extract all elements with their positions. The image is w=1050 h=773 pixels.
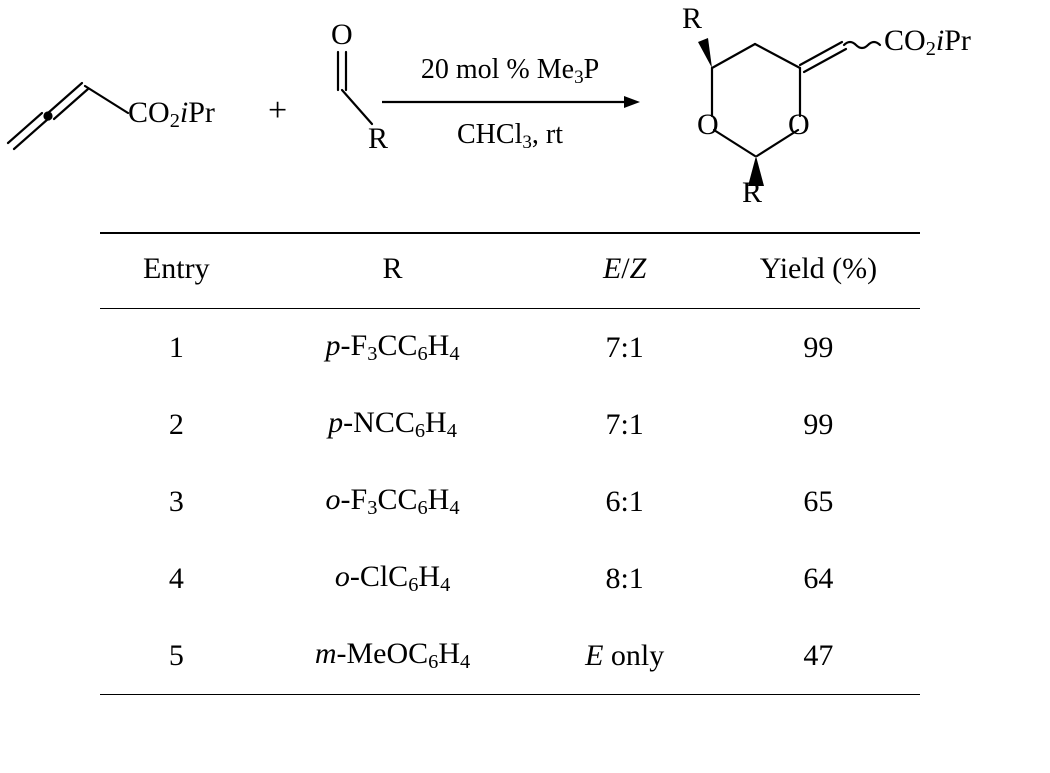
cell-entry: 2 <box>100 386 253 463</box>
cell-yield: 99 <box>717 386 920 463</box>
table-row: 3o-F3CC6H46:165 <box>100 463 920 540</box>
cell-entry: 1 <box>100 309 253 387</box>
table-header-row: Entry R E/Z Yield (%) <box>100 233 920 309</box>
cell-yield: 47 <box>717 617 920 695</box>
cell-r: o-ClC6H4 <box>253 540 533 617</box>
product-r-top: R <box>682 2 702 36</box>
cell-ez: 7:1 <box>532 309 716 387</box>
col-header-entry: Entry <box>100 233 253 309</box>
cell-yield: 65 <box>717 463 920 540</box>
col-header-yield: Yield (%) <box>717 233 920 309</box>
table-row: 2p-NCC6H47:199 <box>100 386 920 463</box>
reaction-arrow-block: 20 mol % Me3P CHCl3, rt <box>380 55 640 153</box>
table-row: 4o-ClC6H48:164 <box>100 540 920 617</box>
col-header-r: R <box>253 233 533 309</box>
cell-r: m-MeOC6H4 <box>253 617 533 695</box>
table-row: 1p-F3CC6H47:199 <box>100 309 920 387</box>
reactant1-label: CO2iPr <box>128 96 215 133</box>
plus-sign: + <box>268 92 287 130</box>
cell-ez: 8:1 <box>532 540 716 617</box>
product-o-right: O <box>788 108 810 142</box>
cell-entry: 4 <box>100 540 253 617</box>
cell-yield: 64 <box>717 540 920 617</box>
conditions-top: 20 mol % Me3P <box>380 55 640 89</box>
cell-r: p-NCC6H4 <box>253 386 533 463</box>
cell-yield: 99 <box>717 309 920 387</box>
table-row: 5m-MeOC6H4E only47 <box>100 617 920 695</box>
cell-ez: 7:1 <box>532 386 716 463</box>
product-r-bottom: R <box>742 176 762 210</box>
product-label: CO2iPr <box>884 24 971 61</box>
results-table: Entry R E/Z Yield (%) 1p-F3CC6H47:1992p-… <box>100 232 920 695</box>
conditions-bottom: CHCl3, rt <box>380 120 640 154</box>
cell-ez: 6:1 <box>532 463 716 540</box>
aldehyde-oxygen: O <box>331 18 353 52</box>
col-header-ez: E/Z <box>532 233 716 309</box>
reaction-scheme: CO2iPr + O R 20 mol % Me3P CHCl3, rt <box>0 0 1050 210</box>
cell-entry: 5 <box>100 617 253 695</box>
cell-ez: E only <box>532 617 716 695</box>
cell-entry: 3 <box>100 463 253 540</box>
cell-r: p-F3CC6H4 <box>253 309 533 387</box>
product-o-left: O <box>697 108 719 142</box>
cell-r: o-F3CC6H4 <box>253 463 533 540</box>
reaction-arrow <box>380 93 640 111</box>
